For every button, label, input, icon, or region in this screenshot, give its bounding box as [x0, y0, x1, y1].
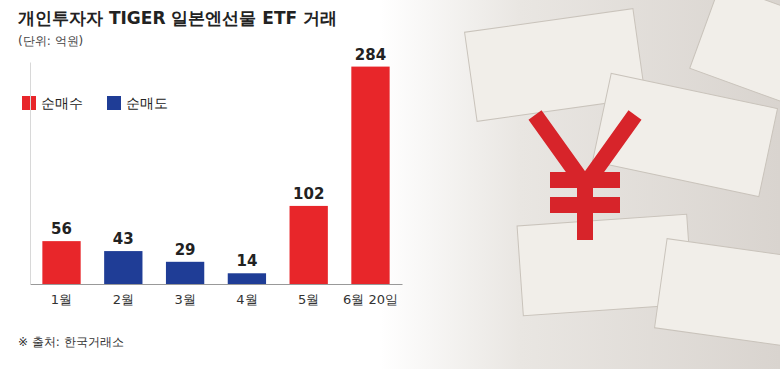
data-label: 102: [293, 185, 324, 203]
x-tick: 6월 20일: [343, 284, 398, 307]
x-tick: 4월: [236, 284, 257, 307]
yen-decoration: [535, 115, 635, 240]
x-tick: 5월: [298, 284, 319, 307]
x-tick-label: 5월: [298, 292, 319, 307]
legend-label: 순매도: [126, 95, 168, 111]
bar: [42, 241, 80, 284]
data-label: 56: [51, 220, 72, 238]
y-axis: [30, 63, 31, 285]
legend: 순매수 순매도: [22, 95, 168, 111]
x-tick-label: 4월: [236, 292, 257, 307]
banknote-decoration: [690, 0, 780, 126]
x-tick: 2월: [113, 284, 134, 307]
title: 개인투자자 TIGER 일본엔선물 ETF 거래: [18, 8, 337, 28]
bar: [228, 273, 266, 284]
y-axis-line: [30, 63, 31, 285]
bar: [104, 251, 142, 284]
x-tick-label: 6월 20일: [343, 292, 398, 307]
x-axis-line: [31, 284, 403, 285]
x-tick-label: 1월: [51, 292, 72, 307]
bars: [42, 67, 389, 284]
legend-swatch: [22, 96, 36, 110]
data-labels: 56 102 284 43 29 14: [51, 46, 386, 271]
data-label: 14: [236, 252, 257, 270]
data-label: 43: [113, 230, 134, 248]
legend-item: 순매도: [107, 95, 168, 111]
x-tick: 3월: [174, 284, 195, 307]
bar: [166, 262, 204, 284]
legend-label: 순매수: [41, 95, 83, 111]
subtitle: (단위: 억원): [18, 34, 83, 48]
source: ※ 출처: 한국거래소: [18, 335, 124, 349]
x-tick-label: 3월: [174, 292, 195, 307]
x-tick: 1월: [51, 284, 72, 307]
x-tick-label: 2월: [113, 292, 134, 307]
x-axis: 1월 2월 3월 4월 5월 6월 20일: [31, 284, 403, 307]
bar: [351, 67, 389, 284]
legend-swatch: [107, 96, 121, 110]
legend-item: 순매수: [22, 95, 83, 111]
bar: [290, 206, 328, 284]
data-label: 284: [355, 46, 386, 64]
banknote-decoration: [655, 239, 780, 352]
chart: 개인투자자 TIGER 일본엔선물 ETF 거래(단위: 억원)순매수순매도56…: [0, 0, 780, 369]
data-label: 29: [175, 241, 196, 259]
